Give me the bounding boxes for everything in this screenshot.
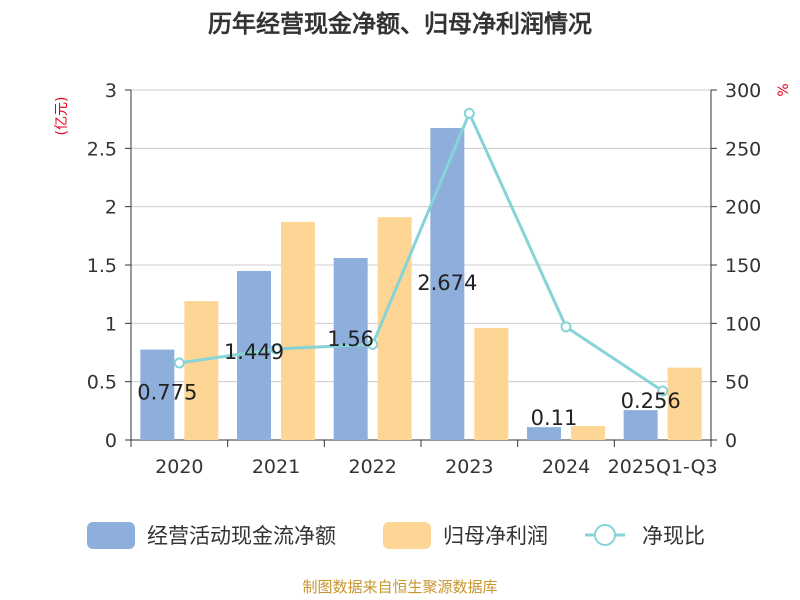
legend-cashflow-text: 经营活动现金流净额 bbox=[147, 524, 336, 548]
ratio-point bbox=[463, 107, 475, 119]
ratio-point bbox=[173, 357, 185, 369]
legend-cashflow-swatch bbox=[87, 522, 135, 549]
left-tick-label: 1.5 bbox=[87, 255, 117, 277]
x-tick-label: 2020 bbox=[155, 456, 203, 478]
net-profit-bar bbox=[377, 217, 412, 440]
cashflow-data-label: 1.56 bbox=[327, 327, 374, 351]
right-tick-label: 50 bbox=[725, 372, 749, 394]
cashflow-bar bbox=[140, 349, 175, 440]
data-labels: 0.775 1.449 1.56 2.674 0.11 0.256 bbox=[137, 271, 680, 430]
x-tick-label: 2022 bbox=[348, 456, 396, 478]
left-tick-label: 1 bbox=[105, 313, 117, 335]
net-profit-bar bbox=[184, 301, 219, 440]
right-tick-label: 0 bbox=[725, 430, 737, 452]
net-profit-bar bbox=[474, 328, 509, 440]
right-axis-unit: % bbox=[776, 83, 792, 96]
cashflow-bar bbox=[333, 258, 368, 440]
right-tick-label: 300 bbox=[725, 80, 761, 102]
legend-cashflow: 经营活动现金流净额 bbox=[87, 522, 336, 549]
legend-net-profit-text: 归母净利润 bbox=[443, 524, 548, 548]
left-tick-label: 3 bbox=[105, 80, 117, 102]
cashflow-data-label: 2.674 bbox=[417, 271, 477, 295]
net-profit-bar bbox=[667, 367, 702, 440]
legend-ratio-text: 净现比 bbox=[642, 524, 705, 548]
bars bbox=[140, 128, 702, 441]
cashflow-bar bbox=[430, 128, 465, 441]
axes: 0 0.5 1 1.5 2 2.5 3 0 50 100 150 200 250 300 (亿元)% 2020… bbox=[54, 80, 792, 478]
ratio-line-path bbox=[179, 111, 664, 393]
x-tick-label: 2024 bbox=[542, 456, 590, 478]
x-tick-label: 2025Q1-Q3 bbox=[608, 456, 718, 478]
cashflow-data-label: 0.256 bbox=[621, 389, 681, 413]
ratio-point bbox=[657, 385, 669, 397]
cashflow-data-label: 0.11 bbox=[531, 406, 578, 430]
left-tick-label: 0 bbox=[105, 430, 117, 452]
source-note: 制图数据来自恒生聚源数据库 bbox=[302, 578, 497, 596]
legend-net-profit: 归母净利润 bbox=[383, 522, 548, 549]
ratio-line bbox=[173, 107, 669, 397]
left-tick-label: 2 bbox=[105, 197, 117, 219]
cashflow-data-label: 1.449 bbox=[224, 340, 284, 364]
ratio-point bbox=[560, 321, 572, 333]
x-tick-label: 2023 bbox=[445, 456, 493, 478]
ratio-point bbox=[270, 343, 282, 355]
right-tick-label: 250 bbox=[725, 138, 761, 160]
legend-ratio: 净现比 bbox=[585, 524, 705, 548]
left-tick-label: 2.5 bbox=[87, 138, 117, 160]
cashflow-bar bbox=[237, 270, 271, 440]
cashflow-data-label: 0.775 bbox=[137, 381, 197, 405]
legend: 经营活动现金流净额 归母净利润 净现比 bbox=[87, 522, 705, 549]
grid-lines bbox=[131, 89, 711, 383]
ratio-point bbox=[367, 338, 379, 350]
x-tick-label: 2021 bbox=[252, 456, 300, 478]
net-profit-bar bbox=[281, 221, 315, 440]
cashflow-bar bbox=[527, 427, 561, 440]
legend-net-profit-swatch bbox=[383, 522, 431, 549]
left-axis-unit: (亿元) bbox=[54, 97, 70, 136]
cashflow-bar bbox=[623, 410, 658, 440]
right-tick-label: 100 bbox=[725, 313, 761, 335]
right-tick-label: 200 bbox=[725, 197, 761, 219]
chart-title: 历年经营现金净额、归母净利润情况 bbox=[208, 10, 592, 38]
right-tick-label: 150 bbox=[725, 255, 761, 277]
net-profit-bar bbox=[571, 426, 605, 440]
left-tick-label: 0.5 bbox=[87, 372, 117, 394]
legend-ratio-swatch-marker bbox=[594, 524, 616, 546]
